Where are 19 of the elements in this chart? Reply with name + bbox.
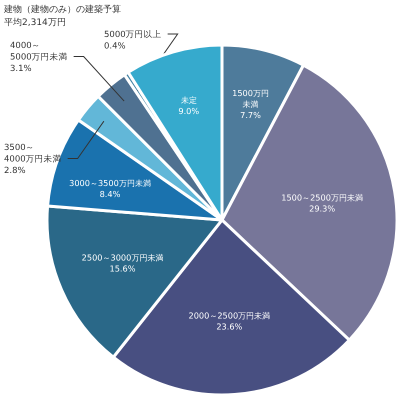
slice-label: 4000～5000万円未満 — [10, 41, 68, 62]
slice-label: 未定 — [180, 94, 197, 105]
chart-title: 建物（建物のみ）の建築予算 — [3, 4, 121, 15]
chart-subtitle: 平均2,314万円 — [4, 17, 66, 28]
data-label: 8.4% — [100, 189, 121, 200]
slice-label: 1500万円未満 — [232, 88, 269, 110]
data-label: 15.6% — [110, 264, 136, 274]
slice-label: 3000～3500万円未満 — [69, 178, 151, 188]
data-label: 2.8% — [4, 166, 26, 176]
data-label: 0.4% — [104, 41, 126, 52]
slice-label: 1500～2500万円未満 — [281, 192, 363, 203]
data-label: 9.0% — [178, 106, 200, 116]
data-label: 29.3% — [309, 204, 336, 214]
data-label: 7.7% — [240, 110, 262, 120]
data-label: 23.6% — [216, 322, 243, 332]
slice-label: 2500～3000万円未満 — [82, 252, 164, 263]
data-label: 3.1% — [10, 64, 32, 74]
slice-label: 2000～2500万円未満 — [188, 310, 270, 320]
slice-label: 5000万円以上 — [104, 29, 162, 40]
